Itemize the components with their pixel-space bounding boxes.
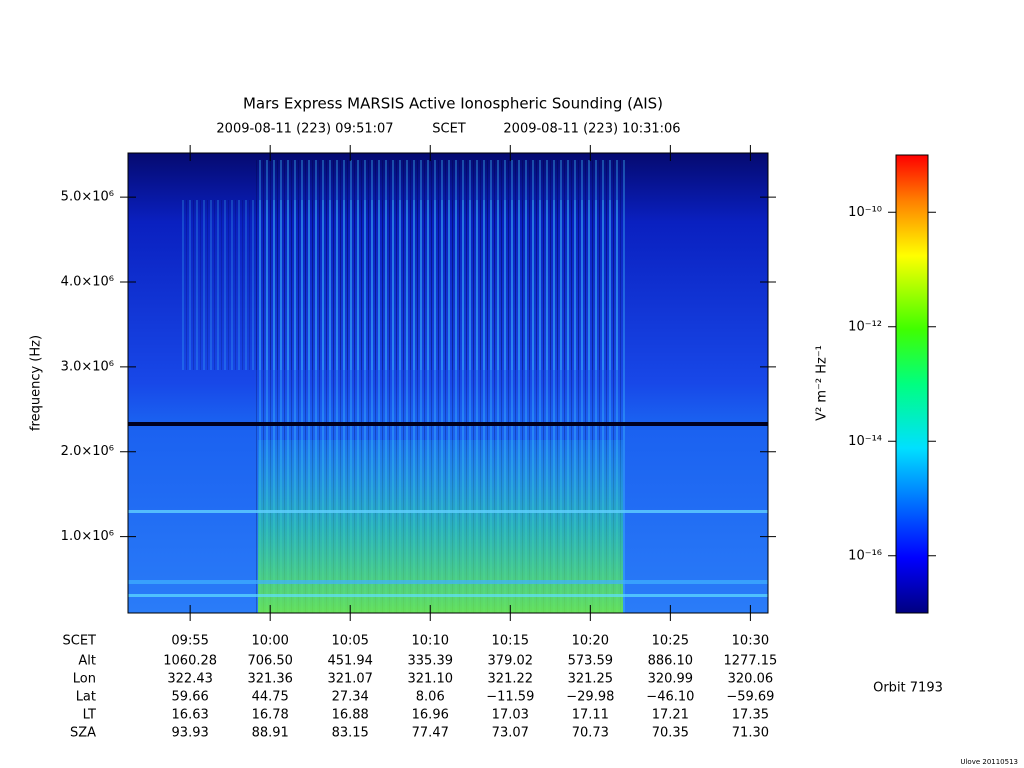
ephemeris-value: 16.78	[252, 708, 289, 723]
x-tick-label: 10:15	[492, 634, 529, 649]
ephemeris-value: 88.91	[252, 726, 289, 741]
ephemeris-value: 71.30	[732, 726, 769, 741]
row-label: Lon	[73, 672, 96, 687]
end-time: 2009-08-11 (223) 10:31:06	[503, 122, 680, 137]
spectrogram	[128, 153, 768, 613]
x-tick-label: 10:30	[732, 634, 769, 649]
orbit: Orbit 7193	[873, 681, 943, 696]
ephemeris-value: 335.39	[408, 654, 454, 669]
y-axis-label: frequency (Hz)	[29, 335, 44, 431]
x-tick-label: 10:25	[652, 634, 689, 649]
ephemeris-value: 379.02	[488, 654, 534, 669]
ephemeris-value: 17.21	[652, 708, 689, 723]
x-tick-label: 09:55	[171, 634, 208, 649]
x-tick-label: 10:20	[572, 634, 609, 649]
ephemeris-value: 70.73	[572, 726, 609, 741]
colorbar	[895, 154, 929, 614]
start-time: 2009-08-11 (223) 09:51:07	[216, 122, 393, 137]
ephemeris-value: −46.10	[646, 690, 694, 705]
ephemeris-value: 83.15	[332, 726, 369, 741]
footer: Ulove 20110513	[960, 758, 1018, 766]
ephemeris-value: −11.59	[486, 690, 534, 705]
colorbar-tick-label: 10⁻¹⁴	[848, 434, 882, 449]
y-tick-label: 4.0×10⁶	[61, 275, 114, 290]
ephemeris-value: 321.10	[408, 672, 454, 687]
x-tick-label: 10:00	[251, 634, 288, 649]
ephemeris-value: 77.47	[412, 726, 449, 741]
y-tick-label: 3.0×10⁶	[61, 359, 114, 374]
ephemeris-value: 73.07	[492, 726, 529, 741]
ephemeris-value: 17.35	[732, 708, 769, 723]
ephemeris-value: 320.06	[728, 672, 774, 687]
ephemeris-value: 320.99	[648, 672, 694, 687]
ephemeris-value: −59.69	[726, 690, 774, 705]
row-label: Alt	[78, 654, 96, 669]
y-tick-label: 2.0×10⁶	[61, 444, 114, 459]
ephemeris-value: 59.66	[172, 690, 209, 705]
ephemeris-value: 17.11	[572, 708, 609, 723]
ephemeris-value: 17.03	[492, 708, 529, 723]
plot-frame	[127, 152, 769, 614]
ephemeris-value: 321.22	[488, 672, 534, 687]
ephemeris-value: −29.98	[566, 690, 614, 705]
row-label: Lat	[76, 690, 96, 705]
ephemeris-value: 886.10	[648, 654, 694, 669]
ephemeris-value: 16.88	[332, 708, 369, 723]
x-tick-label: 10:05	[331, 634, 368, 649]
colorbar-label: V² m⁻² Hz⁻¹	[815, 345, 830, 421]
ephemeris-value: 451.94	[327, 654, 373, 669]
ephemeris-value: 16.96	[412, 708, 449, 723]
ephemeris-value: 706.50	[247, 654, 293, 669]
ephemeris-value: 70.35	[652, 726, 689, 741]
ephemeris-value: 16.63	[172, 708, 209, 723]
row-label: SCET	[63, 634, 97, 649]
colorbar-tick-label: 10⁻¹²	[848, 319, 882, 334]
ephemeris-value: 44.75	[252, 690, 289, 705]
x-tick-label: 10:10	[412, 634, 449, 649]
chart-title: Mars Express MARSIS Active Ionospheric S…	[243, 95, 663, 113]
y-tick-label: 1.0×10⁶	[61, 529, 114, 544]
y-tick-label: 5.0×10⁶	[61, 190, 114, 205]
ephemeris-value: 1277.15	[724, 654, 778, 669]
ephemeris-value: 93.93	[172, 726, 209, 741]
row-label: SZA	[70, 726, 96, 741]
ephemeris-value: 1060.28	[163, 654, 217, 669]
ephemeris-value: 573.59	[568, 654, 614, 669]
ephemeris-value: 322.43	[167, 672, 213, 687]
ephemeris-value: 27.34	[332, 690, 369, 705]
time-system: SCET	[432, 122, 466, 137]
ephemeris-value: 321.07	[327, 672, 373, 687]
colorbar-tick-label: 10⁻¹⁶	[848, 548, 882, 563]
row-label: LT	[83, 708, 96, 723]
ephemeris-value: 8.06	[416, 690, 445, 705]
ephemeris-value: 321.36	[247, 672, 293, 687]
colorbar-tick-label: 10⁻¹⁰	[848, 205, 882, 220]
ephemeris-value: 321.25	[568, 672, 614, 687]
